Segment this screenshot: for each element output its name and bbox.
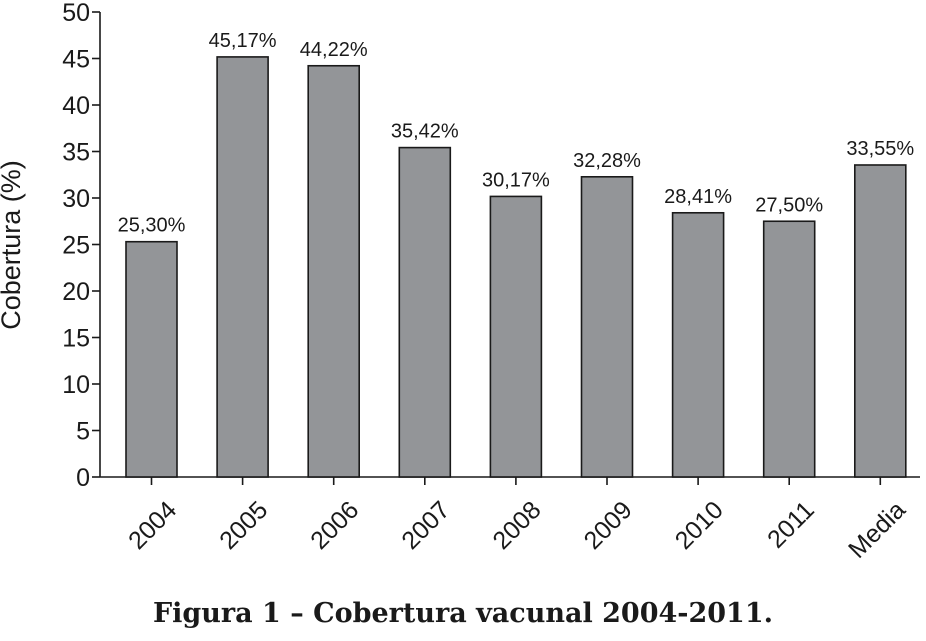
x-tick-label: 2011 <box>762 496 820 554</box>
data-label: 45,17% <box>209 30 277 52</box>
x-tick-label: Media <box>843 496 911 564</box>
y-tick-label: 30 <box>62 185 90 213</box>
data-label: 44,22% <box>300 39 368 61</box>
x-tick-label: 2005 <box>214 496 273 555</box>
y-axis-title: Cobertura (%) <box>0 160 26 330</box>
x-tick-label: 2007 <box>396 496 455 555</box>
bar <box>398 146 452 478</box>
bar <box>307 64 361 478</box>
data-label: 30,17% <box>482 169 550 191</box>
bar <box>580 175 634 478</box>
data-label: 27,50% <box>755 194 823 216</box>
data-label: 25,30% <box>118 215 186 237</box>
bar <box>762 220 816 478</box>
bars-group: 25,30% 45,17% 44,22% 35,42% 30,17% 32,28% 28,4… <box>118 30 914 478</box>
x-tick-label: 2006 <box>305 496 364 555</box>
x-tick-label: 2008 <box>487 496 546 555</box>
y-tick-label: 40 <box>62 92 90 120</box>
bar <box>489 195 543 478</box>
bar <box>125 240 178 478</box>
y-tick-label: 0 <box>76 464 90 492</box>
bar <box>853 164 907 478</box>
data-label: 33,55% <box>846 138 914 160</box>
figure-caption: Figura 1 – Cobertura vacunal 2004-2011. <box>152 598 774 629</box>
data-label: 28,41% <box>664 186 732 208</box>
data-label: 32,28% <box>573 150 641 172</box>
x-tick-label: 2004 <box>123 496 182 555</box>
y-tick-label: 5 <box>76 418 90 446</box>
y-tick-label: 20 <box>62 278 90 306</box>
data-label: 35,42% <box>391 121 459 143</box>
y-tick-label: 10 <box>62 371 90 399</box>
x-tick-label: 2009 <box>579 496 638 555</box>
y-tick-label: 45 <box>62 46 90 74</box>
y-tick-label: 15 <box>62 325 90 353</box>
bar <box>216 56 269 478</box>
bar <box>671 211 725 478</box>
x-tick-label: 2010 <box>670 496 729 555</box>
y-tick-label: 35 <box>62 139 90 167</box>
y-tick-label: 25 <box>62 232 90 260</box>
y-tick-label: 50 <box>62 0 90 27</box>
